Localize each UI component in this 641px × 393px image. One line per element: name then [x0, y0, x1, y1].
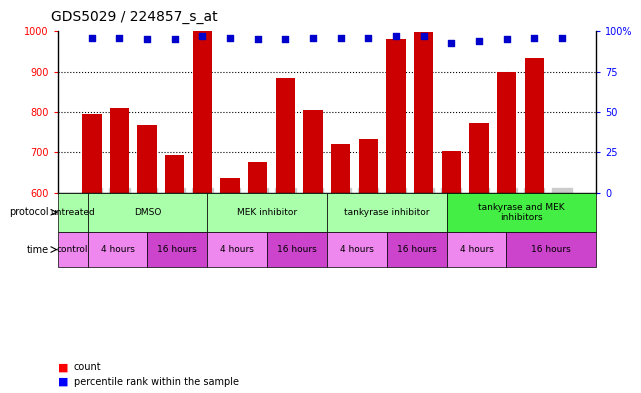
Point: [87, 35, 97, 41]
Bar: [147, 232, 207, 267]
Text: 16 hours: 16 hours: [277, 245, 317, 254]
Point: [363, 35, 374, 41]
Point: [170, 36, 180, 42]
Point: [197, 33, 208, 39]
Point: [557, 35, 567, 41]
Point: [446, 40, 456, 46]
Bar: [303, 110, 323, 193]
Point: [253, 36, 263, 42]
Text: ■: ■: [58, 362, 68, 373]
Bar: [447, 232, 506, 267]
Bar: [447, 193, 596, 232]
Text: 4 hours: 4 hours: [101, 245, 135, 254]
Bar: [88, 193, 207, 232]
Bar: [58, 232, 88, 267]
Text: 16 hours: 16 hours: [158, 245, 197, 254]
Bar: [359, 140, 378, 193]
Bar: [469, 123, 488, 193]
Text: 16 hours: 16 hours: [397, 245, 437, 254]
Bar: [497, 72, 517, 193]
Point: [142, 36, 153, 42]
Bar: [276, 78, 295, 193]
Bar: [524, 58, 544, 193]
Bar: [207, 193, 327, 232]
Point: [391, 33, 401, 39]
Text: percentile rank within the sample: percentile rank within the sample: [74, 377, 238, 387]
Point: [114, 35, 124, 41]
Text: protocol: protocol: [9, 207, 49, 217]
Point: [280, 36, 290, 42]
Text: untreated: untreated: [50, 208, 95, 217]
Text: ■: ■: [58, 377, 68, 387]
Text: 4 hours: 4 hours: [221, 245, 254, 254]
Bar: [137, 125, 157, 193]
Bar: [414, 32, 433, 193]
Bar: [248, 162, 267, 193]
Point: [308, 35, 318, 41]
Bar: [442, 151, 461, 193]
Text: MEK inhibitor: MEK inhibitor: [237, 208, 297, 217]
Text: time: time: [26, 244, 49, 255]
Point: [225, 35, 235, 41]
Text: 16 hours: 16 hours: [531, 245, 571, 254]
Bar: [110, 108, 129, 193]
Bar: [327, 232, 387, 267]
Text: 4 hours: 4 hours: [460, 245, 494, 254]
Bar: [506, 232, 596, 267]
Text: 4 hours: 4 hours: [340, 245, 374, 254]
Bar: [387, 232, 447, 267]
Text: DMSO: DMSO: [134, 208, 161, 217]
Bar: [387, 39, 406, 193]
Point: [474, 38, 484, 44]
Bar: [327, 193, 447, 232]
Bar: [193, 31, 212, 193]
Bar: [267, 232, 327, 267]
Bar: [88, 232, 147, 267]
Bar: [207, 232, 267, 267]
Bar: [221, 178, 240, 193]
Text: tankyrase inhibitor: tankyrase inhibitor: [344, 208, 429, 217]
Point: [501, 36, 512, 42]
Bar: [331, 144, 351, 193]
Bar: [165, 155, 185, 193]
Text: GDS5029 / 224857_s_at: GDS5029 / 224857_s_at: [51, 9, 218, 24]
Point: [419, 33, 429, 39]
Text: tankyrase and MEK
inhibitors: tankyrase and MEK inhibitors: [478, 202, 565, 222]
Bar: [82, 114, 101, 193]
Text: count: count: [74, 362, 101, 373]
Point: [336, 35, 346, 41]
Bar: [58, 193, 88, 232]
Text: control: control: [57, 245, 88, 254]
Point: [529, 35, 540, 41]
